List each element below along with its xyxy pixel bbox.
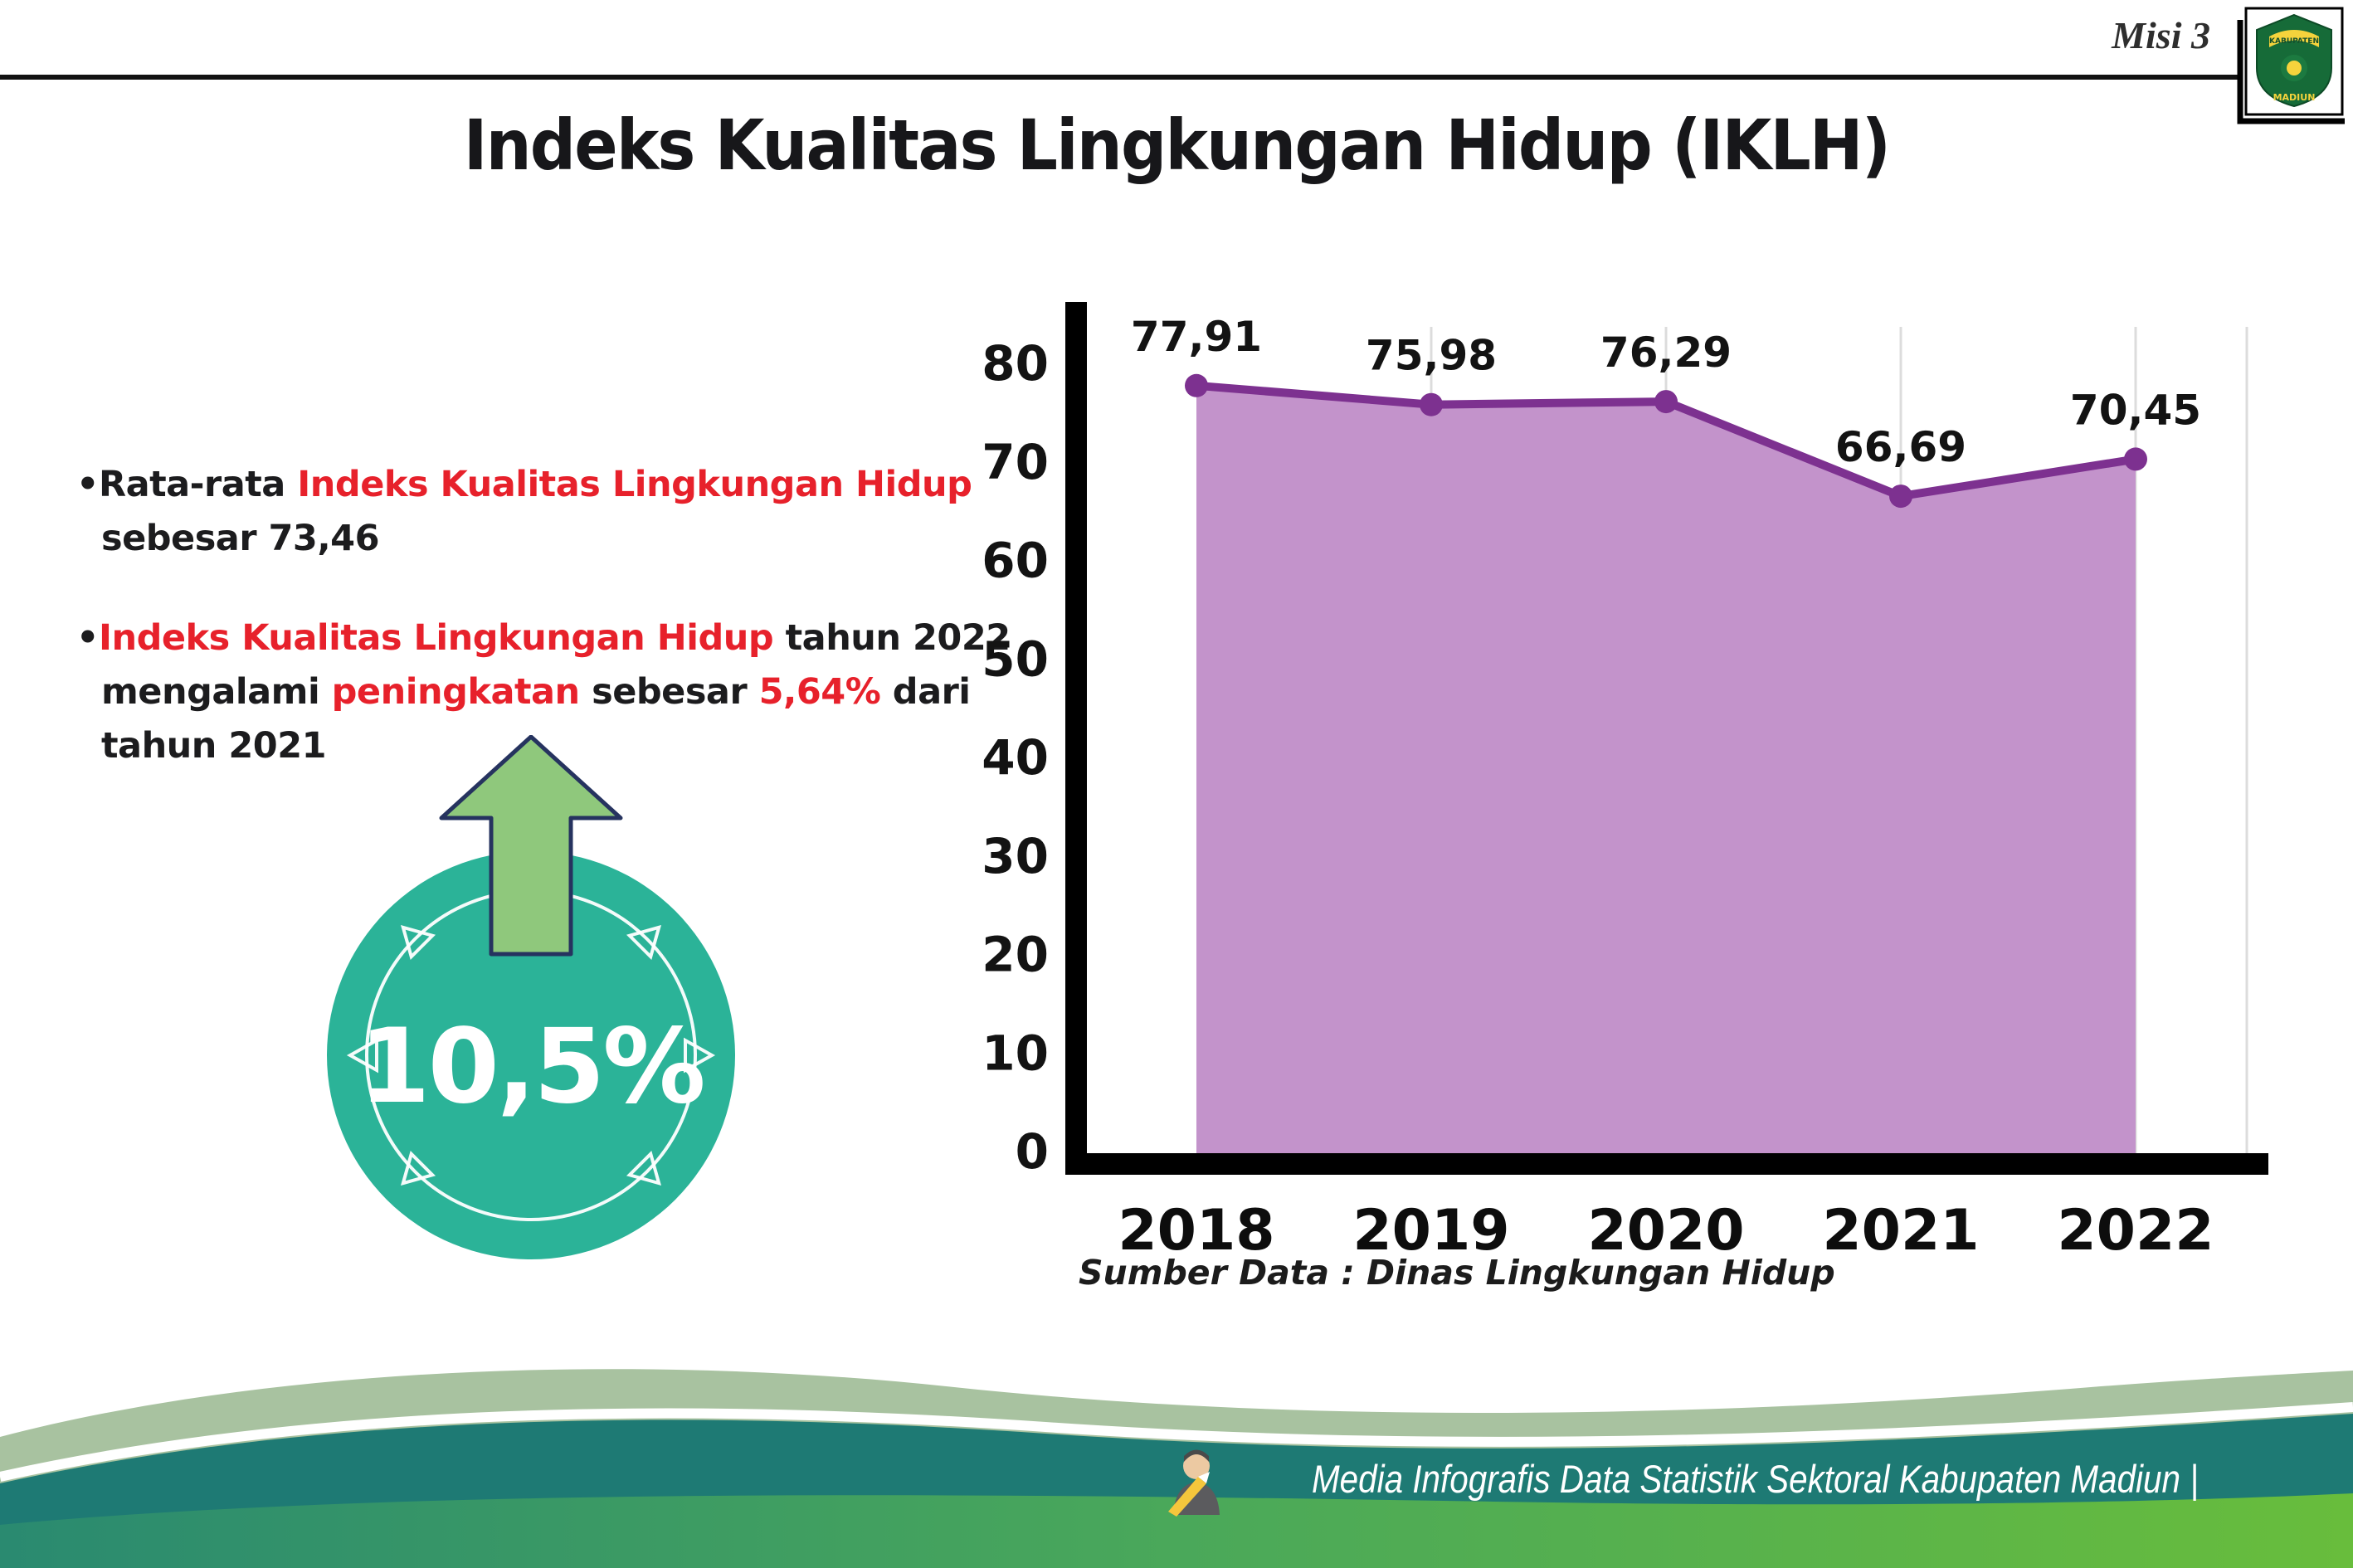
increase-percentage: 10,5% bbox=[358, 1007, 705, 1127]
y-tick-label: 80 bbox=[982, 335, 1049, 392]
logo-emblem-star bbox=[2287, 61, 2302, 75]
y-axis bbox=[1065, 302, 1087, 1175]
y-tick-label: 30 bbox=[982, 828, 1049, 884]
kabupaten-madiun-logo: KABUPATEN MADIUN bbox=[2232, 3, 2350, 129]
data-point bbox=[1420, 392, 1443, 416]
y-tick-label: 0 bbox=[1016, 1123, 1049, 1180]
y-tick-label: 40 bbox=[982, 729, 1049, 786]
logo-graphic: KABUPATEN MADIUN bbox=[2237, 7, 2345, 124]
y-tick-label: 60 bbox=[982, 533, 1049, 589]
footer-waves bbox=[0, 1369, 2353, 1568]
misi-label: Misi 3 bbox=[2112, 14, 2210, 56]
data-point bbox=[1654, 390, 1678, 414]
page-title: Indeks Kualitas Lingkungan Hidup (IKLH) bbox=[463, 105, 1891, 186]
data-point bbox=[1185, 373, 1208, 397]
up-arrow-icon bbox=[439, 735, 623, 957]
x-tick-label: 2020 bbox=[1587, 1198, 1744, 1264]
data-point bbox=[1889, 485, 1912, 509]
iklh-area-chart: 77,91 75,98 76,29 66,69 70,45 0 10 20 30 40 50 60 70… bbox=[982, 302, 2268, 1264]
logo-banner bbox=[2269, 30, 2319, 47]
value-label: 75,98 bbox=[1366, 332, 1497, 380]
footer-credit: Media Infografis Data Statistik Sektoral… bbox=[1312, 1456, 2199, 1501]
badge-circle bbox=[327, 851, 735, 1259]
key-points: •Rata-rata Indeks Kualitas Lingkungan Hi… bbox=[76, 458, 1039, 819]
area-fill bbox=[1196, 385, 2136, 1153]
value-label: 76,29 bbox=[1600, 329, 1732, 377]
y-tick-label: 10 bbox=[982, 1025, 1049, 1081]
logo-frame-lines bbox=[2237, 20, 2345, 124]
header-rule bbox=[0, 75, 2240, 80]
x-axis bbox=[1065, 1153, 2268, 1175]
bullet-marker: • bbox=[76, 464, 99, 505]
data-source-caption: Sumber Data : Dinas Lingkungan Hidup bbox=[1079, 1253, 1835, 1293]
wave-green bbox=[0, 1493, 2353, 1568]
y-tick-label: 50 bbox=[982, 631, 1049, 687]
logo-top-text: KABUPATEN bbox=[2269, 37, 2319, 46]
x-tick-label: 2022 bbox=[2057, 1198, 2214, 1264]
increase-badge: 10,5% bbox=[324, 848, 738, 1263]
bullet-average-iklh: •Rata-rata Indeks Kualitas Lingkungan Hi… bbox=[76, 464, 972, 560]
mascot-icon bbox=[1168, 1449, 1220, 1517]
y-tick-label: 70 bbox=[982, 434, 1049, 490]
x-tick-label: 2021 bbox=[1822, 1198, 1979, 1264]
value-label: 66,69 bbox=[1835, 423, 1966, 471]
bullet-increase-2022: •Indeks Kualitas Lingkungan Hidup tahun … bbox=[76, 616, 1011, 767]
y-tick-label: 20 bbox=[982, 927, 1049, 983]
x-tick-label: 2018 bbox=[1118, 1198, 1274, 1264]
wave-white-gap bbox=[0, 1402, 2353, 1482]
data-point bbox=[2124, 447, 2147, 471]
logo-bottom-text: MADIUN bbox=[2273, 92, 2316, 103]
value-label: 70,45 bbox=[2070, 386, 2201, 434]
value-label: 77,91 bbox=[1131, 313, 1262, 361]
x-tick-label: 2019 bbox=[1352, 1198, 1509, 1264]
badge-ring-ticks bbox=[346, 924, 716, 1186]
bullet-marker: • bbox=[76, 616, 99, 659]
badge-disc bbox=[327, 851, 735, 1259]
